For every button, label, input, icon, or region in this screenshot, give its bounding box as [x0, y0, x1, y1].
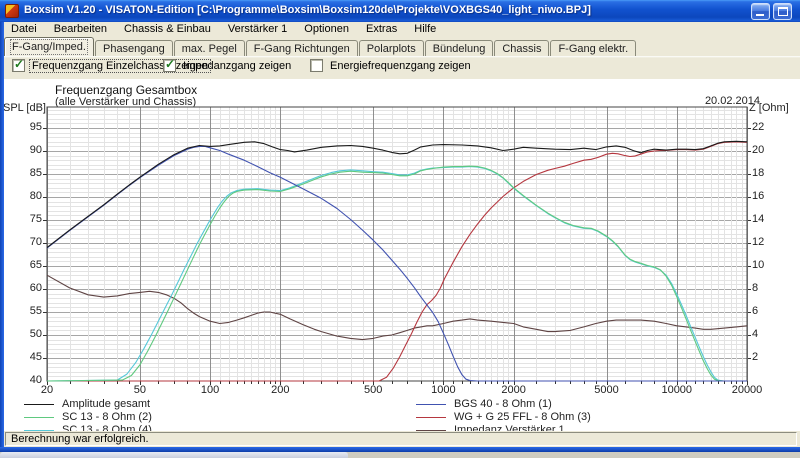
y-axis-right-tick-label: 20 [752, 144, 765, 156]
y-axis-right-tick-label: 4 [752, 328, 759, 340]
checkbox-row: ✓ Frequenzgang Einzelchassis zeigen ✓ Impe… [4, 57, 800, 78]
maximize-button[interactable] [773, 3, 792, 20]
y-axis-left-tick-label: 80 [29, 190, 42, 202]
chart-subtitle: (alle Verstärker und Chassis) [55, 96, 197, 108]
tab-fgang-imped[interactable]: F-Gang/Imped. [4, 37, 94, 57]
titlebar: Boxsim V1.20 - VISATON-Edition [C:\Progr… [0, 0, 800, 22]
series-line [46, 140, 748, 249]
y-axis-left-tick-label: 95 [29, 121, 42, 133]
x-axis-tick-label: 1000 [431, 384, 456, 396]
tab-buendelung[interactable]: Bündelung [424, 40, 494, 58]
menu-item-optionen[interactable]: Optionen [304, 23, 349, 35]
check-icon: ✓ [165, 57, 176, 71]
checkbox-icon[interactable]: ✓ [310, 59, 323, 72]
y-axis-left-tick-label: 70 [29, 236, 42, 248]
x-axis-tick-label: 2000 [501, 384, 526, 396]
window-title: Boxsim V1.20 - VISATON-Edition [C:\Progr… [24, 4, 591, 16]
checkbox-icon[interactable]: ✓ [163, 57, 176, 72]
menu-item-datei[interactable]: Datei [11, 23, 37, 35]
minimize-button[interactable] [751, 3, 770, 20]
legend-label: SC 13 - 8 Ohm (2) [62, 411, 152, 423]
menu-item-bearbeiten[interactable]: Bearbeiten [53, 23, 107, 35]
legend-swatch [416, 404, 446, 405]
tab-chassis[interactable]: Chassis [494, 40, 550, 58]
y-axis-left-tick-label: 55 [29, 305, 42, 317]
legend-swatch [416, 430, 446, 431]
tab-phasengang[interactable]: Phasengang [94, 40, 173, 58]
y-axis-label-left: SPL [dB] [2, 102, 46, 114]
menubar: Datei Bearbeiten Chassis & Einbau Verstä… [4, 22, 800, 37]
y-axis-right-tick-label: 18 [752, 167, 765, 179]
y-axis-label-right: Z [Ohm] [749, 102, 789, 114]
boxsim-app-icon [5, 4, 19, 18]
legend-label: WG + G 25 FFL - 8 Ohm (3) [454, 411, 591, 423]
y-axis-left-tick-label: 85 [29, 167, 42, 179]
legend-swatch [416, 417, 446, 418]
tabbar: F-Gang/Imped. Phasengang max. Pegel F-Gang … [4, 37, 800, 58]
y-axis-left-tick-label: 75 [29, 213, 42, 225]
checkbox-impedanzgang[interactable]: ✓ Impedanzgang zeigen [163, 57, 292, 72]
minimize-icon [756, 14, 764, 16]
legend-swatch [24, 417, 54, 418]
y-axis-left-tick-label: 60 [29, 282, 42, 294]
y-axis-left-tick-label: 50 [29, 328, 42, 340]
legend-swatch [24, 430, 54, 431]
tab-polarplots[interactable]: Polarplots [358, 40, 424, 58]
menu-item-hilfe[interactable]: Hilfe [414, 23, 437, 35]
y-axis-right-tick-label: 2 [752, 351, 759, 363]
series-line [46, 274, 748, 341]
statusbar: Berechnung war erfolgreich. [4, 431, 800, 447]
tab-max-pegel[interactable]: max. Pegel [173, 40, 245, 58]
checkbox-icon[interactable]: ✓ [12, 57, 25, 72]
menu-item-extras[interactable]: Extras [366, 23, 398, 35]
y-axis-right-tick-label: 14 [752, 213, 765, 225]
y-axis-left-tick-label: 65 [29, 259, 42, 271]
legend-swatch [24, 404, 54, 405]
y-axis-left-tick-label: 45 [29, 351, 42, 363]
x-axis-tick-label: 10000 [661, 384, 693, 396]
status-text: Berechnung war erfolgreich. [5, 432, 797, 446]
series-line [46, 165, 725, 382]
menu-item-chassis-einbau[interactable]: Chassis & Einbau [124, 23, 211, 35]
window-border-left [0, 22, 4, 447]
y-axis-right-tick-label: 12 [752, 236, 765, 248]
background-window-titlebar-fragment [0, 452, 348, 458]
checkbox-energiefrequenzgang[interactable]: ✓Energiefrequenzgang zeigen [310, 59, 473, 75]
y-axis-left-tick-label: 90 [29, 144, 42, 156]
tab-fgang-elektr[interactable]: F-Gang elektr. [550, 40, 637, 58]
chart-title: Frequenzgang Gesamtbox [55, 83, 198, 97]
menu-item-verstaerker-1[interactable]: Verstärker 1 [227, 23, 288, 35]
x-axis-tick-label: 200 [271, 384, 290, 396]
tabpane-edge [4, 56, 800, 58]
x-axis-tick-label: 5000 [594, 384, 619, 396]
chart-date: 20.02.2014 [704, 95, 760, 107]
x-axis-tick-label: 50 [133, 384, 146, 396]
series-line [46, 145, 747, 382]
y-axis-right-tick-label: 8 [752, 282, 759, 294]
y-axis-left-tick-label: 40 [29, 374, 42, 386]
background-window-fragment [0, 452, 800, 458]
maximize-icon [778, 7, 788, 16]
legend-label: BGS 40 - 8 Ohm (1) [454, 398, 552, 410]
legend-label: Amplitude gesamt [62, 398, 151, 410]
y-axis-right-tick-label: 10 [752, 259, 765, 271]
x-axis-tick-label: 100 [200, 384, 220, 396]
x-axis-tick-label: 20000 [731, 384, 763, 396]
x-axis-tick-label: 500 [363, 384, 383, 396]
y-axis-right-tick-label: 16 [752, 190, 765, 202]
y-axis-right-tick-label: 6 [752, 305, 759, 317]
x-axis-tick-label: 20 [40, 384, 54, 396]
tab-fgang-richtungen[interactable]: F-Gang Richtungen [245, 40, 358, 58]
y-axis-right-tick-label: 22 [752, 121, 765, 133]
window-border-bottom[interactable] [0, 447, 800, 452]
check-icon: ✓ [14, 57, 25, 71]
